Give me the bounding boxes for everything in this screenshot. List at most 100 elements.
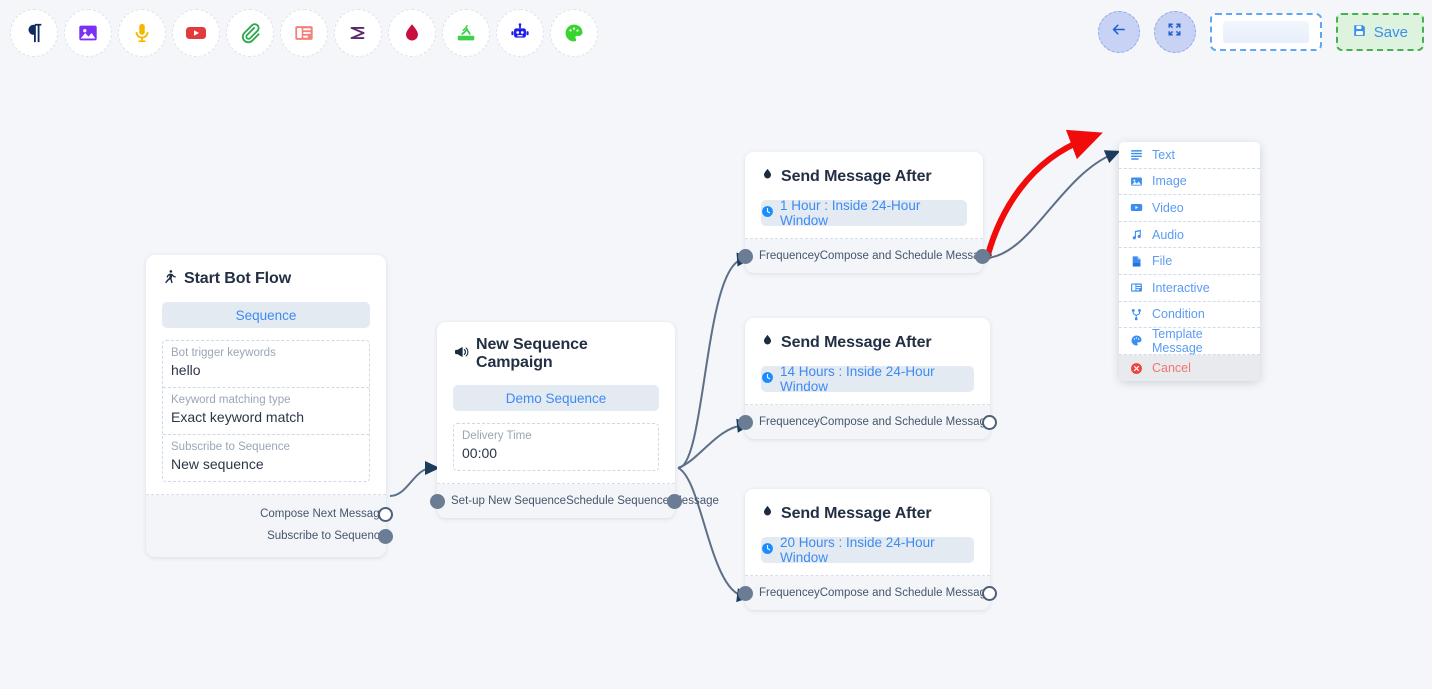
field-keyword-matching-type[interactable]: Keyword matching type Exact keyword matc… bbox=[163, 388, 369, 435]
node-send-message-after-1-ports: Frequencey Compose and Schedule Message bbox=[738, 239, 992, 273]
node-start-bot-flow-title: Start Bot Flow bbox=[162, 269, 370, 289]
port-frequencey-dot-2[interactable] bbox=[738, 415, 753, 430]
menu-item-image[interactable]: Image bbox=[1119, 169, 1260, 196]
field-bot-trigger-keywords-value: hello bbox=[171, 362, 201, 378]
palette-item-subscribe[interactable] bbox=[442, 9, 490, 57]
field-bot-trigger-keywords-label: Bot trigger keywords bbox=[171, 347, 276, 359]
menu-item-template-message-label: Template Message bbox=[1152, 326, 1203, 355]
port-compose-and-schedule-message-dot-1[interactable] bbox=[975, 249, 990, 264]
fit-to-screen-button[interactable] bbox=[1153, 11, 1196, 53]
frequency-chip-3[interactable]: 20 Hours : Inside 24-Hour Window bbox=[761, 535, 974, 565]
frequency-chip-1[interactable]: 1 Hour : Inside 24-Hour Window bbox=[761, 198, 967, 228]
port-set-up-new-sequence-dot[interactable] bbox=[430, 494, 445, 509]
port-compose-next-message-dot[interactable] bbox=[378, 506, 393, 522]
palette-item-video[interactable] bbox=[172, 9, 220, 57]
field-delivery-time[interactable]: Delivery Time 00:00 bbox=[454, 424, 658, 470]
node-send-message-after-2-ports: Frequencey Compose and Schedule Message bbox=[738, 405, 997, 439]
frequency-chip-3-label: 20 Hours : Inside 24-Hour Window bbox=[780, 535, 935, 565]
menu-item-interactive[interactable]: Interactive bbox=[1119, 275, 1260, 302]
palette-item-text[interactable] bbox=[10, 9, 58, 57]
node-send-message-after-1-title: Send Message After bbox=[761, 166, 967, 187]
save-button[interactable]: Save bbox=[1335, 13, 1424, 51]
back-button[interactable] bbox=[1097, 11, 1140, 53]
new-sequence-campaign-ports: Set-up New Sequence Schedule Sequence Me… bbox=[430, 484, 719, 518]
paperclip-icon bbox=[239, 22, 261, 44]
flow-header-controls: Save bbox=[1097, 6, 1424, 58]
node-send-message-after-2-title-text: Send Message After bbox=[781, 333, 932, 351]
save-button-label: Save bbox=[1373, 23, 1408, 41]
subscribe-icon bbox=[455, 22, 477, 44]
node-send-message-after-2-title: Send Message After bbox=[761, 332, 974, 353]
node-send-message-after-2[interactable]: Send Message After 14 Hours : Inside 24-… bbox=[738, 318, 997, 439]
port-frequencey-dot-1[interactable] bbox=[738, 249, 753, 264]
palette-item-condition[interactable] bbox=[334, 9, 382, 57]
video-icon bbox=[1129, 201, 1143, 214]
palette-icon bbox=[1129, 334, 1143, 347]
node-send-message-after-1-title-text: Send Message After bbox=[781, 167, 932, 185]
clock-icon bbox=[761, 205, 774, 221]
menu-item-template-message[interactable]: Template Message bbox=[1119, 326, 1260, 355]
frequency-chip-2[interactable]: 14 Hours : Inside 24-Hour Window bbox=[761, 364, 974, 394]
menu-item-condition[interactable]: Condition bbox=[1119, 302, 1260, 329]
clock-icon bbox=[761, 371, 774, 387]
text-lines-icon bbox=[1129, 148, 1143, 161]
youtube-icon bbox=[184, 21, 208, 45]
node-new-sequence-campaign-title-text: New Sequence Campaign bbox=[476, 336, 588, 371]
palette-item-image[interactable] bbox=[64, 9, 112, 57]
port-frequencey-label-1: Frequencey bbox=[759, 250, 820, 262]
menu-item-file[interactable]: File bbox=[1119, 248, 1260, 275]
port-frequencey-label-3: Frequencey bbox=[759, 587, 820, 599]
port-compose-next-message[interactable]: Compose Next Message bbox=[146, 503, 393, 525]
palette-item-attachment[interactable] bbox=[226, 9, 274, 57]
palette-icon bbox=[563, 22, 585, 44]
port-subscribe-to-sequence-dot[interactable] bbox=[378, 528, 393, 544]
node-send-message-after-1[interactable]: Send Message After 1 Hour : Inside 24-Ho… bbox=[738, 152, 992, 273]
port-subscribe-to-sequence[interactable]: Subscribe to Sequence bbox=[146, 525, 393, 547]
field-bot-trigger-keywords[interactable]: Bot trigger keywords hello bbox=[163, 341, 369, 388]
droplet-icon bbox=[761, 332, 774, 353]
palette-item-bot[interactable] bbox=[496, 9, 544, 57]
node-send-message-after-3-title: Send Message After bbox=[761, 503, 974, 524]
menu-item-interactive-label: Interactive bbox=[1152, 280, 1210, 295]
demo-sequence-pill-label: Demo Sequence bbox=[505, 390, 607, 406]
music-note-icon bbox=[1129, 228, 1143, 241]
menu-item-cancel-label: Cancel bbox=[1152, 361, 1191, 376]
node-new-sequence-campaign-title: New Sequence Campaign bbox=[453, 336, 659, 372]
demo-sequence-pill[interactable]: Demo Sequence bbox=[453, 385, 659, 411]
flow-name-input[interactable] bbox=[1209, 13, 1322, 51]
field-subscribe-to-sequence[interactable]: Subscribe to Sequence New sequence bbox=[163, 435, 369, 481]
field-delivery-time-label: Delivery Time bbox=[462, 430, 532, 442]
port-frequencey-dot-3[interactable] bbox=[738, 586, 753, 601]
menu-item-text-label: Text bbox=[1152, 147, 1175, 162]
port-schedule-sequence-message-label: Schedule Sequence Message bbox=[566, 495, 719, 507]
image-icon bbox=[1129, 175, 1143, 188]
palette-item-interactive[interactable] bbox=[280, 9, 328, 57]
port-compose-and-schedule-message-dot-3[interactable] bbox=[982, 586, 997, 601]
menu-item-text[interactable]: Text bbox=[1119, 142, 1260, 169]
frequency-chip-1-label: 1 Hour : Inside 24-Hour Window bbox=[780, 198, 921, 228]
palette-item-template-message[interactable] bbox=[550, 9, 598, 57]
node-send-message-after-2-body: Send Message After 14 Hours : Inside 24-… bbox=[745, 318, 990, 405]
menu-item-cancel[interactable]: Cancel bbox=[1119, 354, 1260, 382]
add-message-type-menu: Text Image Video Audio File Interactive bbox=[1119, 142, 1260, 382]
palette-item-sequence[interactable] bbox=[388, 9, 436, 57]
port-schedule-sequence-message-dot[interactable] bbox=[667, 494, 682, 509]
node-new-sequence-campaign[interactable]: New Sequence Campaign Demo Sequence Deli… bbox=[430, 322, 719, 518]
node-start-bot-flow[interactable]: Start Bot Flow Sequence Bot trigger keyw… bbox=[146, 255, 393, 557]
port-compose-and-schedule-message-dot-2[interactable] bbox=[982, 415, 997, 430]
start-sequence-pill-label: Sequence bbox=[235, 307, 297, 323]
port-compose-and-schedule-message-label-1: Compose and Schedule Message bbox=[819, 250, 993, 262]
menu-item-video-label: Video bbox=[1152, 200, 1184, 215]
node-palette-toolbar bbox=[10, 6, 598, 60]
start-sequence-pill[interactable]: Sequence bbox=[162, 302, 370, 328]
node-send-message-after-3-body: Send Message After 20 Hours : Inside 24-… bbox=[745, 489, 990, 576]
node-send-message-after-3[interactable]: Send Message After 20 Hours : Inside 24-… bbox=[738, 489, 997, 610]
menu-item-audio[interactable]: Audio bbox=[1119, 222, 1260, 249]
interactive-card-icon bbox=[1129, 281, 1143, 294]
pdf-file-icon bbox=[1129, 255, 1143, 268]
droplet-icon bbox=[761, 166, 774, 187]
palette-item-audio[interactable] bbox=[118, 9, 166, 57]
droplet-icon bbox=[761, 503, 774, 524]
menu-item-video[interactable]: Video bbox=[1119, 195, 1260, 222]
floppy-disk-icon bbox=[1352, 23, 1367, 42]
